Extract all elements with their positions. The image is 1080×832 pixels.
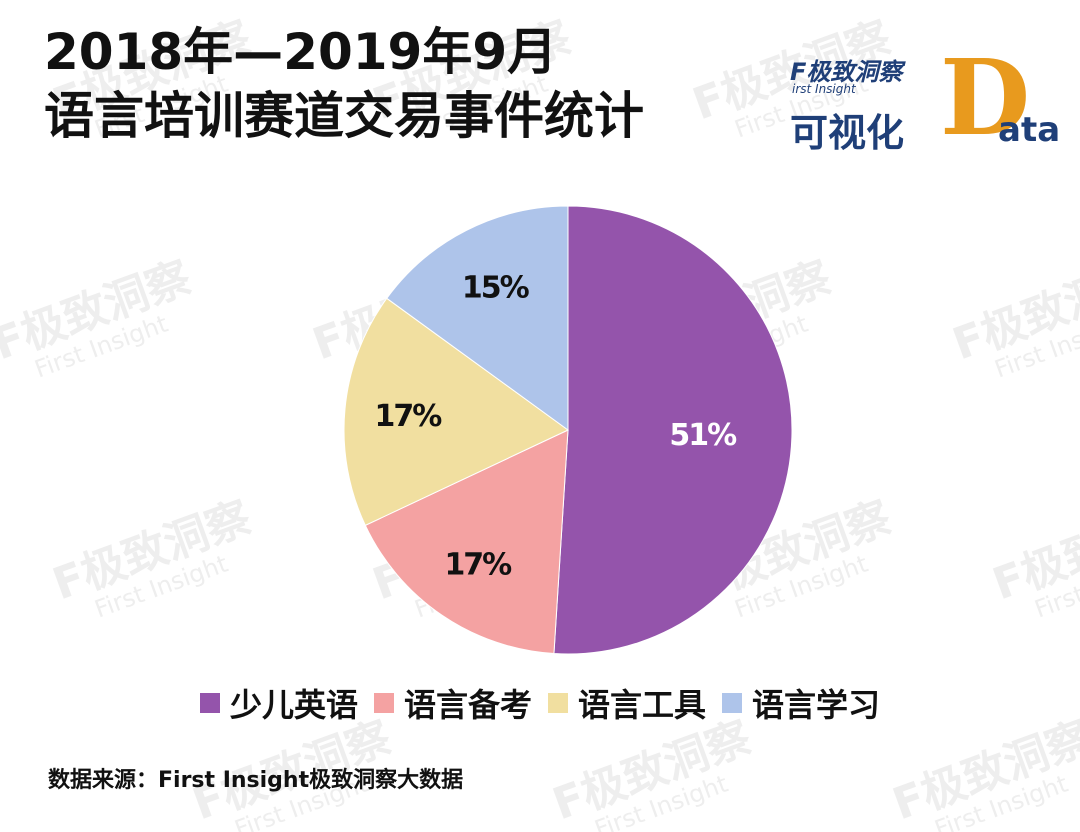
pie-slice (364, 429, 569, 655)
logo-ata-text: ata (998, 110, 1061, 150)
logo-visualization-text: 可视化 (790, 111, 905, 155)
logo-d-letter: D (940, 36, 1031, 159)
legend-label: 少儿英语 (229, 686, 358, 724)
pie-slice (343, 297, 569, 527)
logo-brand-text: F极致洞察 (790, 58, 903, 86)
legend-label: 语言备考 (403, 686, 532, 724)
chart-title: 2018年—2019年9月 语言培训赛道交易事件统计 (44, 20, 644, 148)
logo-brand-sub: irst Insight (792, 82, 856, 96)
legend-swatch (373, 693, 394, 713)
brand-logo: F极致洞察 irst Insight 可视化 D ata (790, 46, 1060, 156)
data-source-note: 数据来源：First Insight极致洞察大数据 (48, 768, 464, 793)
legend-label: 语言工具 (578, 686, 707, 724)
slice-value-label: 15% (462, 270, 530, 305)
pie-slice (386, 205, 569, 431)
legend-swatch (722, 693, 743, 713)
pie-slice-labels: 51% 17% 17% 15% (375, 270, 740, 582)
pie-slices (343, 205, 793, 655)
slice-value-label: 17% (444, 547, 512, 582)
legend-item: 语言备考 (373, 680, 532, 726)
slice-value-label: 17% (375, 399, 443, 434)
pie-slice (553, 205, 793, 655)
legend-swatch (199, 693, 220, 713)
legend-item: 少儿英语 (199, 680, 358, 726)
slice-value-label: 51% (669, 418, 737, 453)
title-line-1: 2018年—2019年9月 (44, 23, 558, 81)
title-line-2: 语言培训赛道交易事件统计 (44, 87, 644, 145)
legend-label: 语言学习 (752, 686, 881, 724)
chart-legend: 少儿英语 语言备考 语言工具 语言学习 (0, 680, 1080, 726)
legend-swatch (548, 693, 568, 713)
legend-item: 语言学习 (722, 680, 880, 726)
legend-item: 语言工具 (548, 680, 706, 726)
